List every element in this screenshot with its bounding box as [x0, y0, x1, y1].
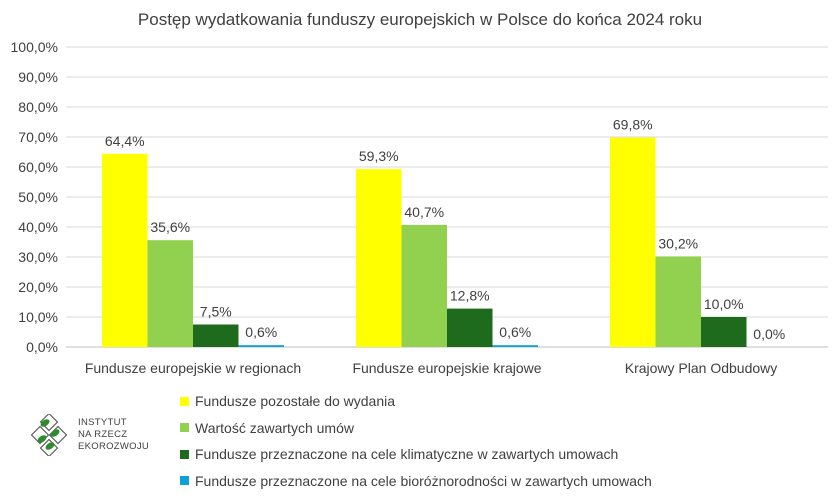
y-tick-label: 100,0%	[11, 39, 58, 55]
data-label: 69,8%	[613, 117, 653, 133]
x-category-label: Fundusze europejskie krajowe	[352, 360, 541, 376]
data-label: 12,8%	[450, 288, 490, 304]
y-tick-label: 50,0%	[18, 189, 58, 205]
legend-swatch	[180, 396, 189, 406]
y-tick-label: 80,0%	[18, 99, 58, 115]
bar	[492, 345, 538, 347]
x-category-label: Fundusze europejskie w regionach	[85, 360, 301, 376]
logo-text-line-1: INSTYTUT	[78, 417, 127, 428]
legend: Fundusze pozostałe do wydania Wartość zaw…	[180, 388, 652, 494]
y-tick-label: 0,0%	[26, 339, 58, 355]
legend-item: Fundusze pozostałe do wydania	[180, 388, 652, 415]
x-axis-categories: Fundusze europejskie w regionach Fundusze…	[85, 360, 777, 376]
data-label: 30,2%	[658, 235, 698, 251]
legend-label: Fundusze przeznaczone na cele klimatyczn…	[195, 446, 619, 463]
logo-leaves-icon	[30, 414, 68, 456]
bar	[356, 169, 402, 347]
bar	[238, 345, 284, 347]
data-labels: 64,4% 35,6% 7,5% 0,6% 59,3% 40,7% 12,8% 0,6% 69,…	[105, 117, 785, 342]
data-label: 7,5%	[200, 304, 232, 320]
bar	[147, 240, 193, 347]
legend-item: Fundusze przeznaczone na cele klimatyczn…	[180, 441, 652, 468]
logo-text-line-2: NA RZECZ	[78, 429, 128, 440]
legend-swatch	[180, 476, 189, 486]
data-label: 64,4%	[105, 133, 145, 149]
y-axis-ticks: 0,0% 10,0% 20,0% 30,0% 40,0% 50,0% 60,0% 70,0% 8…	[11, 39, 58, 355]
legend-label: Fundusze przeznaczone na cele bioróżnoro…	[195, 472, 652, 489]
y-tick-label: 90,0%	[18, 69, 58, 85]
data-label: 40,7%	[404, 204, 444, 220]
legend-item: Wartość zawartych umów	[180, 415, 652, 442]
legend-swatch	[180, 423, 189, 433]
institute-logo: INSTYTUT NA RZECZ EKOROZWOJU	[30, 414, 149, 456]
legend-swatch	[180, 449, 189, 459]
data-label: 59,3%	[359, 148, 399, 164]
bar	[610, 137, 656, 347]
bars	[102, 137, 747, 347]
y-tick-label: 30,0%	[18, 249, 58, 265]
bar	[401, 224, 447, 347]
chart-title: Postęp wydatkowania funduszy europejskic…	[138, 10, 702, 29]
y-tick-label: 60,0%	[18, 159, 58, 175]
y-tick-label: 20,0%	[18, 279, 58, 295]
y-tick-label: 40,0%	[18, 219, 58, 235]
bar	[655, 256, 701, 347]
bar	[447, 308, 493, 347]
legend-item: Fundusze przeznaczone na cele bioróżnoro…	[180, 468, 652, 495]
bar	[102, 153, 148, 347]
x-category-label: Krajowy Plan Odbudowy	[625, 360, 778, 376]
data-label: 35,6%	[150, 219, 190, 235]
y-tick-label: 70,0%	[18, 129, 58, 145]
bar	[193, 324, 239, 347]
legend-label: Wartość zawartych umów	[195, 419, 354, 436]
logo-text-line-3: EKOROZWOJU	[78, 441, 150, 452]
y-tick-label: 10,0%	[18, 309, 58, 325]
data-label: 10,0%	[704, 296, 744, 312]
data-label: 0,6%	[499, 324, 531, 340]
data-label: 0,0%	[753, 326, 785, 342]
legend-label: Fundusze pozostałe do wydania	[195, 393, 396, 410]
bar	[701, 317, 747, 347]
data-label: 0,6%	[245, 324, 277, 340]
